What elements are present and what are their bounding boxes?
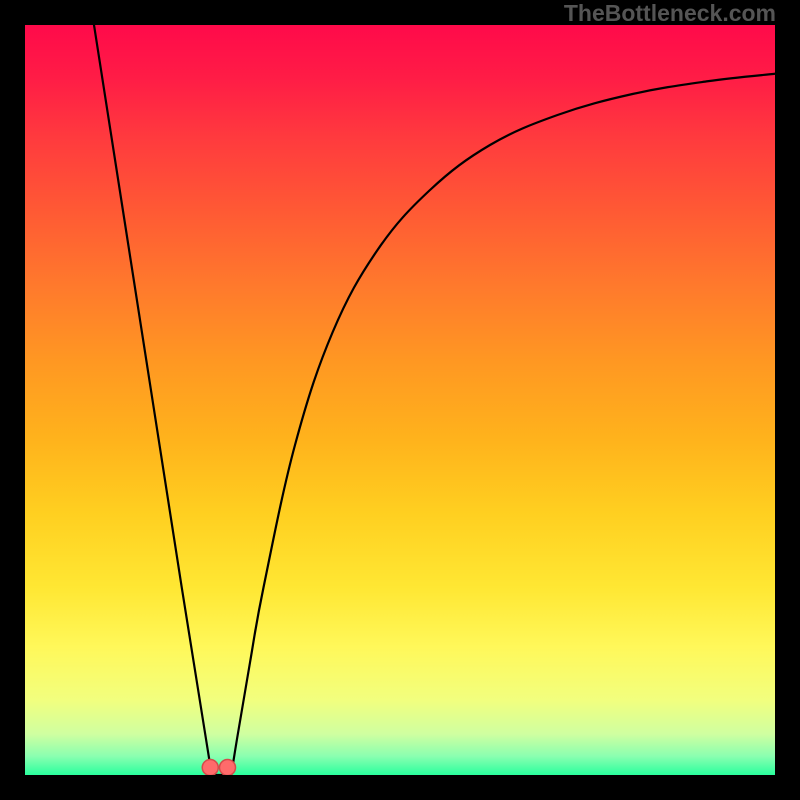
bottleneck-curve bbox=[231, 74, 775, 775]
chart-overlay bbox=[25, 25, 775, 775]
optimum-marker bbox=[220, 760, 236, 776]
bottleneck-curve bbox=[94, 25, 231, 775]
plot-area bbox=[25, 25, 775, 775]
optimum-marker bbox=[202, 760, 218, 776]
chart-frame: TheBottleneck.com bbox=[0, 0, 800, 800]
watermark-text: TheBottleneck.com bbox=[564, 0, 776, 27]
